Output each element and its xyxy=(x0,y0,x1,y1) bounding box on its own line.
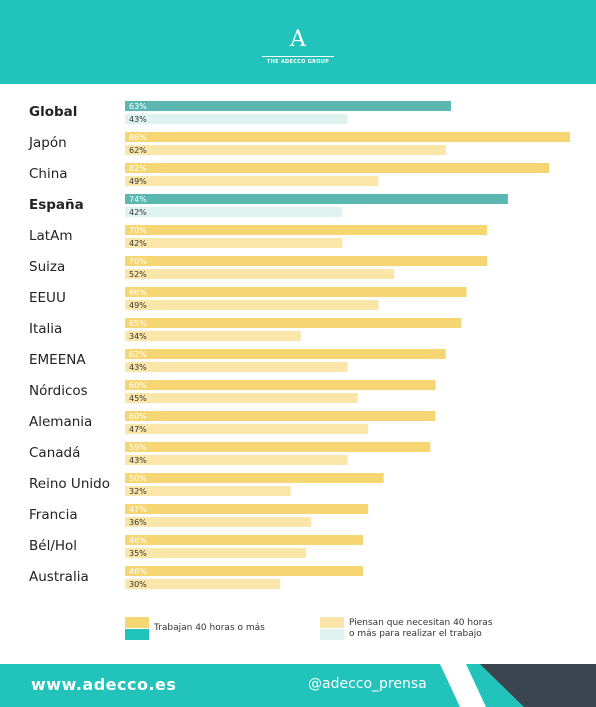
bar-works-40h xyxy=(125,411,436,421)
footer-social-handle[interactable]: @adecco_prensa xyxy=(308,676,427,692)
data-label: 62% xyxy=(129,350,147,359)
data-label: 49% xyxy=(129,301,147,310)
bar-needs-40h xyxy=(125,176,379,186)
category-label: China xyxy=(29,166,68,182)
bar-works-40h xyxy=(125,318,462,328)
bar-works-40h xyxy=(125,225,488,235)
data-label: 60% xyxy=(129,381,147,390)
bar-needs-40h xyxy=(125,207,343,217)
data-label: 34% xyxy=(129,332,147,341)
legend-swatch-light-yellow xyxy=(320,617,344,628)
data-label: 42% xyxy=(129,208,147,217)
bar-needs-40h xyxy=(125,517,312,527)
data-label: 43% xyxy=(129,456,147,465)
category-label: Italia xyxy=(29,321,62,337)
bar-needs-40h xyxy=(125,486,291,496)
data-label: 47% xyxy=(129,425,147,434)
legend: Trabajan 40 horas o más Piensan que nece… xyxy=(0,614,596,658)
bar-needs-40h xyxy=(125,393,358,403)
category-label: Francia xyxy=(29,507,78,523)
category-label: Reino Unido xyxy=(29,476,110,492)
category-label: Bél/Hol xyxy=(29,538,77,554)
legend-swatch-light-teal xyxy=(320,629,344,640)
legend-swatch-yellow xyxy=(125,617,149,628)
header-banner: A THE ADECCO GROUP xyxy=(0,0,596,84)
data-label: 66% xyxy=(129,288,147,297)
bar-needs-40h xyxy=(125,269,395,279)
data-label: 82% xyxy=(129,164,147,173)
data-label: 49% xyxy=(129,177,147,186)
logo-divider xyxy=(262,56,334,57)
legend-label-secondary-line2: o más para realizar el trabajo xyxy=(349,629,482,639)
data-label: 35% xyxy=(129,549,147,558)
bar-needs-40h xyxy=(125,455,348,465)
bar-needs-40h xyxy=(125,331,301,341)
category-label: EMEENA xyxy=(29,352,86,368)
bar-works-40h xyxy=(125,504,369,514)
data-label: 70% xyxy=(129,257,147,266)
data-label: 70% xyxy=(129,226,147,235)
data-label: 46% xyxy=(129,567,147,576)
brand-name: THE ADECCO GROUP xyxy=(266,59,330,65)
bar-works-40h xyxy=(125,132,570,142)
category-label: Global xyxy=(29,104,77,120)
data-label: 32% xyxy=(129,487,147,496)
category-label: Alemania xyxy=(29,414,92,430)
category-label: Suiza xyxy=(29,259,65,275)
category-label: Canadá xyxy=(29,445,80,461)
data-label: 47% xyxy=(129,505,147,514)
bar-needs-40h xyxy=(125,238,343,248)
data-label: 59% xyxy=(129,443,147,452)
data-label: 43% xyxy=(129,363,147,372)
data-label: 50% xyxy=(129,474,147,483)
bar-works-40h xyxy=(125,473,384,483)
data-label: 60% xyxy=(129,412,147,421)
legend-label-secondary-line1: Piensan que necesitan 40 horas xyxy=(349,618,493,628)
footer-banner: www.adecco.es @adecco_prensa xyxy=(0,664,596,707)
data-label: 43% xyxy=(129,115,147,124)
category-label: EEUU xyxy=(29,290,66,306)
bar-needs-40h xyxy=(125,362,348,372)
category-label: Nórdicos xyxy=(29,383,88,399)
data-label: 74% xyxy=(129,195,147,204)
bar-chart: Global 63% 43% Japón 86% 62% China 82% 49% España… xyxy=(28,101,570,589)
adecco-logo-icon: A xyxy=(290,27,306,52)
footer-stripes-decoration xyxy=(440,664,596,707)
data-label: 30% xyxy=(129,580,147,589)
data-label: 52% xyxy=(129,270,147,279)
data-label: 36% xyxy=(129,518,147,527)
bar-needs-40h xyxy=(125,424,369,434)
data-label: 45% xyxy=(129,394,147,403)
bar-needs-40h xyxy=(125,579,281,589)
category-label: LatAm xyxy=(29,228,72,244)
bar-works-40h xyxy=(125,194,508,204)
bar-works-40h xyxy=(125,163,550,173)
bar-needs-40h xyxy=(125,145,446,155)
bar-needs-40h xyxy=(125,300,379,310)
data-label: 86% xyxy=(129,133,147,142)
category-label: Australia xyxy=(29,569,89,585)
data-label: 63% xyxy=(129,102,147,111)
category-label: España xyxy=(29,197,84,213)
bar-works-40h xyxy=(125,101,451,111)
bar-works-40h xyxy=(125,380,436,390)
bar-needs-40h xyxy=(125,114,348,124)
legend-swatch-teal xyxy=(125,629,149,640)
data-label: 42% xyxy=(129,239,147,248)
bar-works-40h xyxy=(125,349,446,359)
bar-works-40h xyxy=(125,535,363,545)
data-label: 62% xyxy=(129,146,147,155)
bar-works-40h xyxy=(125,442,431,452)
legend-label-primary: Trabajan 40 horas o más xyxy=(154,623,265,633)
bar-works-40h xyxy=(125,287,467,297)
bar-works-40h xyxy=(125,256,488,266)
footer-website-link[interactable]: www.adecco.es xyxy=(31,675,177,694)
data-label: 46% xyxy=(129,536,147,545)
bar-needs-40h xyxy=(125,548,307,558)
bar-works-40h xyxy=(125,566,363,576)
category-label: Japón xyxy=(28,135,67,151)
data-label: 65% xyxy=(129,319,147,328)
